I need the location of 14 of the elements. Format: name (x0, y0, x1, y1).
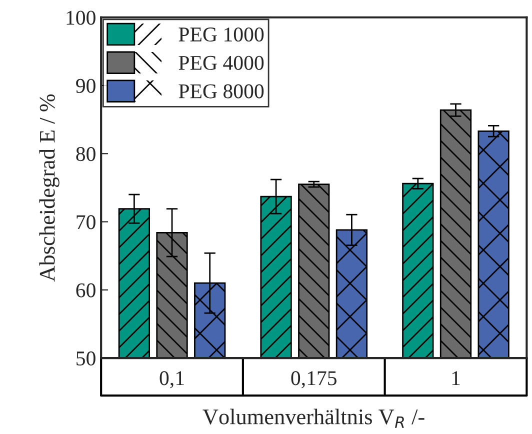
x-tick-label: 1 (452, 371, 460, 386)
x-tick-label: 0,175 (291, 371, 337, 388)
y-tick-label: 50 (76, 351, 96, 366)
legend-label: PEG 1000 (178, 27, 264, 42)
y-tick-label: 60 (76, 283, 96, 298)
y-tick-label: 70 (76, 215, 96, 230)
legend-label: PEG 4000 (178, 56, 264, 70)
y-tick-label: 80 (76, 147, 96, 162)
y-tick-label: 90 (76, 78, 96, 93)
y-tick-label: 100 (66, 10, 96, 25)
x-tick-label: 0,1 (160, 371, 184, 388)
x-axis-title: Volumenverhältnis V$_{R}$ /- (202, 408, 424, 428)
y-axis-title: Abscheidegrad E / % (39, 94, 60, 282)
legend-label: PEG 8000 (178, 84, 264, 98)
